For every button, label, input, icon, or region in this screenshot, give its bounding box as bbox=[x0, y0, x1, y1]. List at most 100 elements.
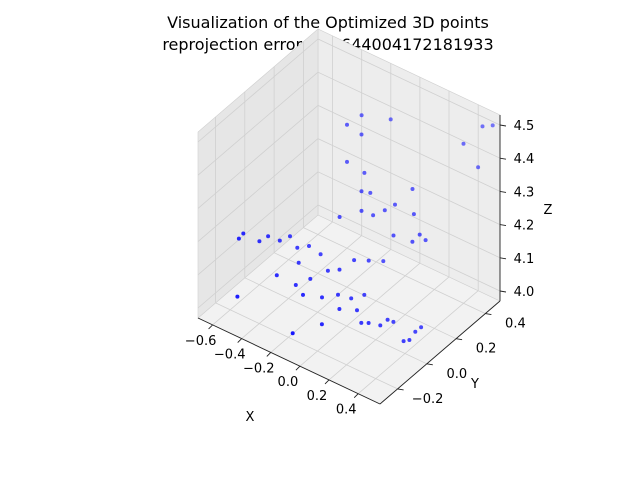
data-point bbox=[410, 239, 415, 244]
y-tick-mark bbox=[456, 338, 463, 341]
data-point bbox=[366, 258, 371, 263]
data-point bbox=[359, 113, 364, 118]
x-tick-label: −0.6 bbox=[185, 334, 217, 349]
z-tick-mark bbox=[499, 290, 507, 293]
y-tick-mark bbox=[426, 363, 433, 366]
y-axis-line bbox=[379, 300, 501, 405]
y-tick-label: 0.0 bbox=[446, 367, 467, 382]
data-point bbox=[480, 124, 485, 129]
z-tick-mark bbox=[499, 257, 507, 260]
y-tick-label: 0.4 bbox=[505, 317, 526, 332]
data-point bbox=[419, 325, 424, 330]
data-point bbox=[241, 231, 246, 236]
data-point bbox=[337, 215, 342, 219]
y-axis-label: Y bbox=[470, 377, 479, 392]
data-point bbox=[266, 234, 271, 239]
data-point bbox=[345, 159, 349, 164]
data-point bbox=[423, 238, 428, 243]
data-point bbox=[359, 189, 364, 194]
z-tick-label: 4.2 bbox=[514, 219, 535, 234]
x-tick-mark bbox=[237, 338, 243, 343]
data-point bbox=[461, 141, 466, 146]
x-grid-line-floor bbox=[241, 235, 362, 339]
z-grid-line-back bbox=[317, 105, 501, 192]
data-point bbox=[307, 244, 311, 248]
x-tick-label: −0.4 bbox=[214, 348, 246, 363]
y-grid-line-floor bbox=[215, 302, 398, 390]
z-tick-mark bbox=[499, 124, 507, 127]
data-point bbox=[337, 267, 342, 272]
data-point bbox=[236, 236, 241, 241]
x-tick-label: −0.2 bbox=[243, 361, 275, 376]
x-tick-label: 0.2 bbox=[307, 389, 328, 404]
data-point bbox=[288, 234, 292, 239]
data-point bbox=[385, 317, 390, 322]
y-tick-label: −0.2 bbox=[412, 392, 444, 407]
data-point bbox=[490, 123, 495, 128]
left-wall-pane bbox=[197, 28, 319, 319]
data-point bbox=[411, 212, 416, 217]
y-tick-mark bbox=[397, 388, 404, 391]
data-point bbox=[476, 165, 481, 170]
data-point bbox=[362, 292, 367, 297]
data-point bbox=[277, 238, 282, 243]
z-grid-line-left bbox=[197, 105, 319, 209]
x-tick-mark bbox=[353, 393, 359, 399]
x-tick-label: 0.4 bbox=[336, 403, 357, 418]
z-grid-line-back bbox=[317, 204, 501, 292]
data-point bbox=[345, 122, 349, 127]
grid-lines bbox=[197, 35, 501, 405]
x-grid-line-floor bbox=[299, 262, 421, 367]
y-tick-mark bbox=[485, 313, 492, 316]
data-point bbox=[381, 259, 386, 264]
data-point bbox=[410, 187, 415, 191]
y-tick-label: 0.2 bbox=[476, 342, 497, 357]
x-tick-mark bbox=[295, 365, 301, 371]
data-point bbox=[290, 331, 295, 336]
data-point bbox=[320, 295, 324, 300]
data-point bbox=[391, 319, 396, 324]
z-grid-line-back bbox=[317, 138, 501, 225]
z-grid-line-back bbox=[317, 71, 501, 159]
data-point bbox=[319, 322, 324, 327]
z-grid-line-left bbox=[197, 138, 319, 242]
chart-title: Visualization of the Optimized 3D points bbox=[167, 13, 489, 32]
data-point bbox=[401, 339, 406, 344]
data-point bbox=[336, 292, 340, 297]
data-point bbox=[359, 208, 364, 213]
data-point bbox=[366, 321, 371, 325]
z-grid-line-back bbox=[317, 171, 501, 259]
data-point bbox=[393, 202, 397, 207]
z-tick-label: 4.5 bbox=[514, 119, 535, 134]
data-point bbox=[355, 308, 359, 313]
z-grid-line-back bbox=[317, 38, 501, 126]
data-point bbox=[349, 296, 354, 301]
data-point bbox=[325, 268, 330, 273]
z-tick-mark bbox=[499, 190, 507, 193]
z-tick-mark bbox=[499, 224, 507, 227]
y-grid-line-floor bbox=[244, 277, 427, 365]
z-tick-label: 4.4 bbox=[514, 152, 535, 167]
data-point bbox=[308, 276, 313, 281]
z-grid-line-left bbox=[197, 38, 319, 143]
x-tick-label: 0.0 bbox=[278, 375, 299, 390]
data-point bbox=[301, 292, 305, 297]
tick-labels: −0.6−0.4−0.20.00.20.4−0.20.00.20.44.04.1… bbox=[185, 119, 535, 418]
z-grid-line-left bbox=[197, 204, 319, 309]
z-tick-label: 4.3 bbox=[514, 185, 535, 200]
data-point bbox=[378, 323, 383, 328]
z-tick-mark bbox=[499, 157, 507, 160]
data-point bbox=[293, 283, 298, 287]
data-point bbox=[382, 208, 387, 213]
data-point bbox=[413, 329, 418, 334]
z-tick-label: 4.1 bbox=[514, 252, 535, 267]
x-grid-line-floor bbox=[212, 221, 333, 326]
data-point bbox=[257, 239, 262, 244]
x-tick-mark bbox=[266, 352, 272, 357]
y-grid-line-floor bbox=[303, 227, 486, 314]
z-grid-line-left bbox=[197, 71, 319, 176]
data-point bbox=[371, 213, 376, 218]
data-point bbox=[407, 338, 412, 342]
data-point bbox=[296, 260, 301, 265]
